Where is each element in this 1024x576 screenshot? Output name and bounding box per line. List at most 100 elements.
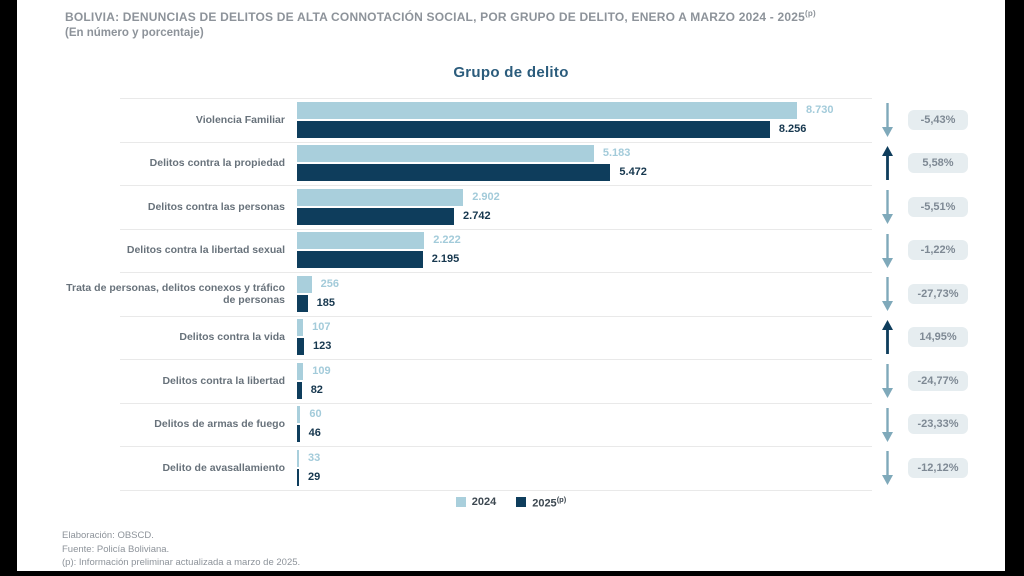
source-notes: Elaboración: OBSCD. Fuente: Policía Boli…	[62, 529, 300, 570]
bar-line-2024: 60	[297, 406, 875, 424]
bar-line-2024: 8.730	[297, 101, 875, 119]
chart-legend: 2024 2025(p)	[17, 495, 1005, 510]
chart-row: Delitos contra las personas 2.902 2.742 …	[62, 185, 968, 229]
bar-line-2024: 2.222	[297, 232, 875, 250]
trend-down-icon	[881, 103, 893, 138]
bar-2024	[297, 406, 301, 424]
bar-line-2025: 2.195	[297, 251, 875, 269]
legend-superscript: (p)	[556, 495, 567, 504]
bar-group: 60 46	[292, 406, 875, 443]
trend-arrow	[875, 446, 899, 490]
trend-arrow	[875, 316, 899, 360]
legend-swatch-2024	[455, 497, 466, 508]
chart-rows: Violencia Familiar 8.730 8.256 -5,43% De…	[62, 98, 968, 490]
bar-group: 2.902 2.742	[292, 188, 875, 225]
bar-2024-value: 256	[320, 277, 340, 290]
bar-line-2025: 5.472	[297, 164, 875, 182]
bar-2024-value: 2.222	[433, 234, 461, 247]
bar-2024-value: 5.183	[602, 147, 631, 160]
bar-2025-value: 2.195	[431, 253, 460, 266]
bar-chart: Violencia Familiar 8.730 8.256 -5,43% De…	[62, 98, 968, 491]
change-badge: 5,58%	[908, 153, 968, 174]
category-label: Trata de personas, delitos conexos y trá…	[66, 281, 285, 306]
chart-row: Delitos de armas de fuego 60 46 -23,33%	[62, 402, 968, 447]
report-title: BOLIVIA: DENUNCIAS DE DELITOS DE ALTA CO…	[65, 9, 816, 24]
fuente-note: Fuente: Policía Boliviana.	[62, 543, 170, 555]
bar-2024	[297, 449, 299, 467]
chart-row: Delito de avasallamiento 33 29 -12,12%	[62, 446, 968, 490]
legend-item-2024: 2024	[455, 496, 497, 509]
preliminary-note: (p): Información preliminar actualizada …	[62, 557, 301, 568]
bar-group: 8.730 8.256	[292, 101, 875, 138]
bar-2024	[297, 232, 425, 250]
bar-2024-value: 60	[309, 408, 322, 421]
bar-2024-value: 107	[312, 321, 331, 334]
bar-2025	[297, 338, 305, 356]
letterbox-bottom	[0, 571, 1024, 576]
legend-label-2024: 2024	[471, 496, 497, 509]
bar-2025	[297, 468, 299, 486]
trend-arrow	[875, 185, 899, 229]
bar-line-2024: 109	[297, 362, 875, 380]
chart-row: Delitos contra la propiedad 5.183 5.472 …	[62, 141, 968, 186]
trend-down-icon	[881, 451, 893, 486]
chart-row: Delitos contra la libertad sexual 2.222 …	[62, 228, 968, 273]
bar-line-2025: 123	[297, 338, 875, 356]
trend-arrow	[875, 272, 899, 316]
bar-line-2025: 46	[297, 425, 875, 443]
bar-line-2025: 2.742	[297, 207, 875, 225]
chart-title: Grupo de delito	[453, 64, 569, 81]
category-label: Violencia Familiar	[195, 113, 285, 126]
category-label: Delitos contra la vida	[179, 331, 285, 344]
chart-row: Delitos contra la libertad 109 82 -24,77…	[62, 359, 968, 403]
category-label: Delitos contra la libertad sexual	[126, 244, 285, 257]
bar-2025	[297, 294, 308, 312]
bar-line-2024: 256	[297, 275, 875, 293]
bar-2024	[297, 319, 304, 337]
bar-2025	[297, 164, 611, 182]
legend-label-2025: 2025(p)	[532, 495, 567, 510]
bar-2024	[297, 101, 797, 119]
bar-2025	[297, 120, 770, 138]
bar-2025	[297, 251, 423, 269]
change-badge: -23,33%	[908, 414, 968, 435]
bar-group: 256 185	[292, 275, 875, 312]
bar-2024	[297, 188, 464, 206]
trend-arrow	[875, 98, 899, 142]
change-badge: -24,77%	[908, 370, 968, 391]
letterbox-left	[0, 0, 17, 576]
change-badge: -27,73%	[908, 283, 968, 304]
bar-2025	[297, 381, 302, 399]
bar-line-2024: 33	[297, 449, 875, 467]
legend-swatch-2025	[516, 497, 527, 508]
trend-up-icon	[881, 145, 893, 180]
bar-2024-value: 2.902	[472, 190, 500, 203]
bar-group: 107 123	[292, 319, 875, 356]
change-badge: 14,95%	[908, 327, 968, 348]
trend-down-icon	[881, 190, 893, 225]
bar-line-2025: 29	[297, 468, 875, 486]
change-badge: -12,12%	[908, 457, 968, 478]
trend-down-icon	[881, 277, 893, 312]
bar-2024	[297, 275, 312, 293]
bar-2024	[297, 145, 594, 163]
bar-2024-value: 109	[312, 364, 331, 377]
bar-line-2024: 107	[297, 319, 875, 337]
report-header: BOLIVIA: DENUNCIAS DE DELITOS DE ALTA CO…	[65, 6, 995, 39]
bar-line-2025: 8.256	[297, 120, 875, 138]
trend-arrow	[875, 229, 899, 273]
category-label: Delitos de armas de fuego	[154, 418, 285, 431]
bar-line-2024: 2.902	[297, 188, 875, 206]
trend-up-icon	[881, 319, 893, 354]
bar-group: 109 82	[292, 362, 875, 399]
chart-row: Delitos contra la vida 107 123 14,95%	[62, 315, 968, 360]
change-badge: -5,51%	[908, 196, 968, 217]
bar-line-2025: 82	[297, 381, 875, 399]
legend-item-2025: 2025(p)	[516, 495, 566, 510]
bar-2025-value: 185	[316, 296, 335, 309]
title-superscript: (p)	[805, 9, 816, 18]
category-label: Delitos contra la propiedad	[149, 157, 285, 170]
change-badge: -5,43%	[908, 109, 968, 130]
bar-2025-value: 46	[308, 427, 321, 440]
chart-row: Violencia Familiar 8.730 8.256 -5,43%	[62, 98, 968, 142]
